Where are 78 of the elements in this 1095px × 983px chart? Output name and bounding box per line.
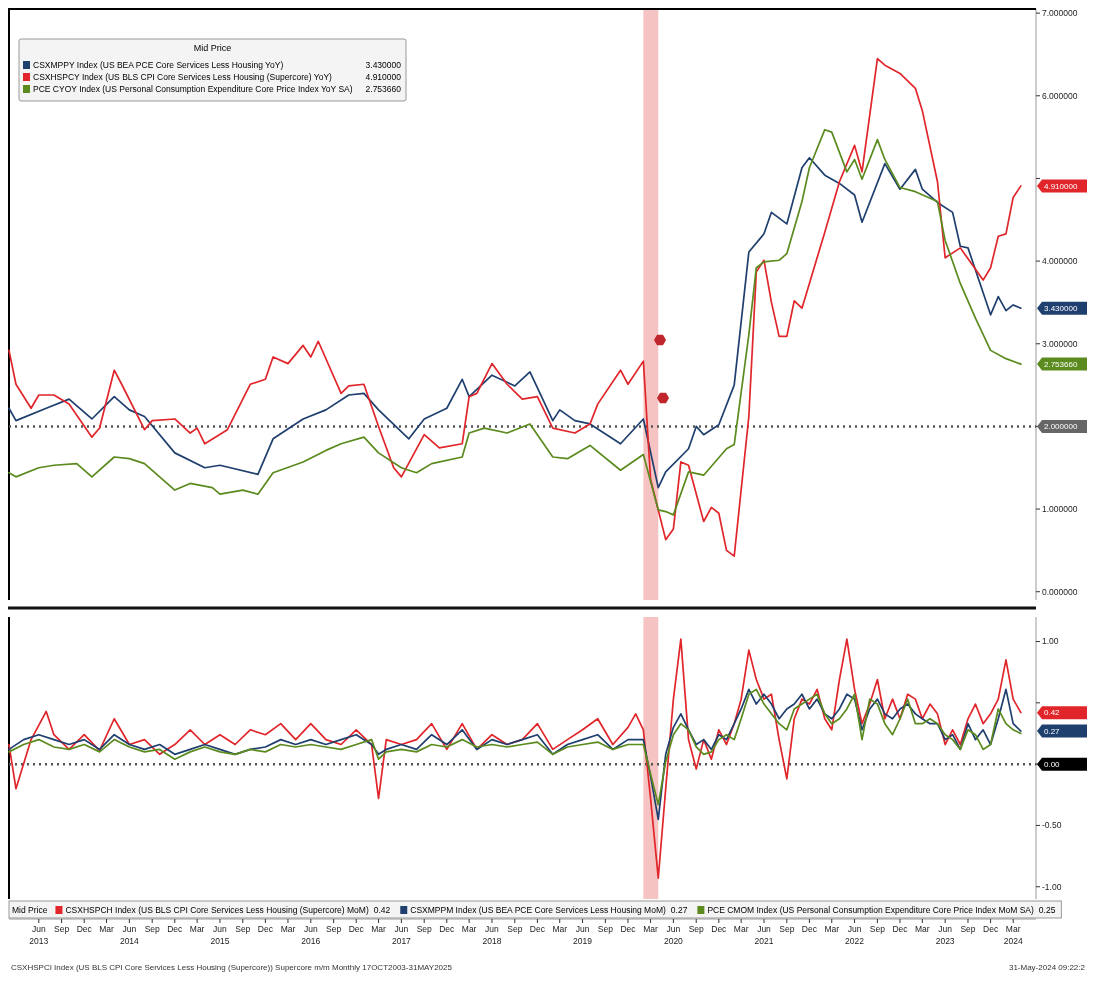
x-tick-label: Dec [801, 924, 818, 934]
legend-label: PCE CMOM Index (US Personal Consumption Expenditure Core Price Index MoM SA) [707, 904, 1034, 915]
annotation: 2.753660 [1044, 359, 1078, 369]
x-tick-label: Sep [144, 924, 161, 934]
text: 4.910000 [365, 71, 401, 82]
x-tick-label: Sep [688, 924, 705, 934]
line-series [8, 57, 1022, 558]
annotation: 0.42 [1044, 708, 1061, 718]
x-tick-label: Dec [620, 924, 637, 934]
x-tick-label: Sep [960, 924, 976, 934]
text: 0.27 [670, 904, 688, 915]
legend-label: CSXHSPCH Index (US BLS CPI Core Services Less Housing (Supercore) MoM) [65, 904, 369, 915]
y-tick-label: 1.000000 [1042, 504, 1078, 515]
x-tick-label: Sep [326, 924, 342, 934]
y-tick-label: 6.000000 [1042, 90, 1078, 101]
x-tick-label: Dec [76, 924, 93, 934]
x-tick-label: Jun 2020 [663, 924, 684, 946]
y-tick-label: -1.00 [1042, 881, 1062, 892]
x-tick-label: Sep [416, 924, 433, 934]
x-tick-label: Jun 2013 [29, 924, 49, 946]
annotation: 3.430000 [1044, 304, 1078, 314]
x-tick-label: Sep [869, 924, 886, 934]
x-tick-label: Mar [189, 924, 205, 934]
text: 0.42 [373, 904, 391, 915]
text: 2.753660 [365, 83, 401, 94]
x-tick-label: Jun 2016 [301, 924, 321, 946]
x-tick-label: Sep [235, 924, 251, 934]
x-tick-label: Mar [733, 924, 749, 934]
x-tick-label: Jun 2015 [210, 924, 230, 946]
legend-title: Mid Price [193, 43, 232, 53]
x-tick-label: Jun 2019 [573, 924, 593, 946]
x-tick-label: Jun 2021 [754, 924, 774, 946]
y-tick-label: 1.00 [1042, 636, 1059, 647]
x-tick-label: Sep [779, 924, 795, 934]
legend-label: CSXMPPM Index (US BEA PCE Core Services Less Housing MoM) [410, 904, 666, 915]
ref-line-label: 2.000000 [1044, 422, 1078, 432]
text: 3.430000 [365, 59, 401, 70]
y-tick-label: 3.000000 [1042, 338, 1078, 349]
x-tick-label: Dec [348, 924, 365, 934]
ref-line-label: 0.00 [1044, 759, 1061, 769]
text: CSXHSPCI Index (US BLS CPI Core Services Less Housing (Supercore)) Supercore m/m Monthly 17OCT2003-31MAY2025 [11, 963, 453, 972]
x-tick-label: Dec [892, 924, 909, 934]
line-series [8, 638, 1022, 880]
x-tick-label: Jun 2014 [119, 924, 140, 946]
legend-label: PCE CYOY Index (US Personal Consumption Expenditure Core Price Index YoY SA) [33, 83, 353, 94]
x-tick-label: Dec [711, 924, 728, 934]
x-tick-label: Mar [643, 924, 659, 934]
legend-label: CSXHSPCY Index (US BLS CPI Core Services Less Housing (Supercore) YoY) [33, 71, 333, 82]
legend-label: CSXMPPY Index (US BEA PCE Core Services Less Housing YoY) [33, 59, 284, 70]
x-tick-label: Sep [597, 924, 614, 934]
x-tick-label: Sep [507, 924, 523, 934]
x-tick-label: Mar [915, 924, 930, 934]
x-tick-label: Jun 2018 [482, 924, 502, 946]
x-tick-label: Mar [99, 924, 115, 934]
y-tick-label: 7.000000 [1042, 8, 1078, 19]
y-tick-label: 4.000000 [1042, 256, 1078, 267]
x-tick-label: Sep [54, 924, 70, 934]
x-tick-label: Dec [983, 924, 999, 934]
x-tick-label: Mar [552, 924, 568, 934]
text: 31-May-2024 09:22:2 [1008, 963, 1086, 972]
x-tick-label: Dec [257, 924, 274, 934]
x-tick-label: Dec [529, 924, 546, 934]
x-tick-label: Mar 2024 [1003, 924, 1023, 946]
x-tick-label: Mar [461, 924, 477, 934]
text: 0.25 [1038, 904, 1056, 915]
annotation: 4.910000 [1044, 181, 1078, 191]
legend-title: Mid Price [12, 904, 48, 915]
y-tick-label: -0.50 [1042, 820, 1062, 831]
y-tick-label: 0.000000 [1042, 586, 1078, 597]
x-tick-label: Jun 2022 [845, 924, 865, 946]
x-tick-label: Dec [167, 924, 184, 934]
annotation: 0.27 [1044, 726, 1061, 736]
x-tick-label: Jun 2023 [935, 924, 955, 946]
x-tick-label: Mar [824, 924, 840, 934]
x-tick-label: Dec [439, 924, 456, 934]
x-tick-label: Jun 2017 [391, 924, 412, 946]
x-tick-label: Mar [280, 924, 296, 934]
x-tick-label: Mar [371, 924, 387, 934]
